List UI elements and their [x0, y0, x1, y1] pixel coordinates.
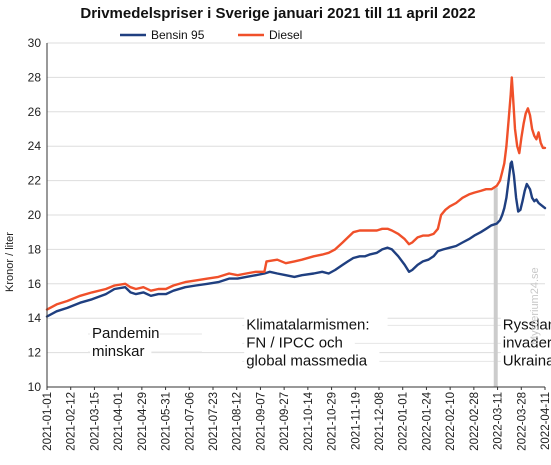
- annotation-text: invaderar: [503, 334, 551, 351]
- y-tick-label: 22: [28, 174, 42, 188]
- x-tick-label: 2022-02-28: [469, 392, 481, 451]
- annotation-text: Pandemin: [92, 325, 160, 342]
- y-tick-label: 14: [28, 311, 42, 325]
- y-tick-label: 24: [28, 139, 42, 153]
- series-line-bensin-95: [45, 160, 547, 318]
- x-tick-label: 2021-05-31: [161, 392, 173, 451]
- x-tick-label: 2022-01-01: [398, 392, 410, 451]
- x-tick-label: 2022-03-11: [493, 392, 505, 450]
- y-tick-label: 10: [28, 380, 42, 394]
- chart-title: Drivmedelspriser i Sverige januari 2021 …: [80, 5, 475, 22]
- annotation-text: FN / IPCC och: [246, 334, 343, 351]
- series-lines: [45, 76, 547, 318]
- x-tick-label: 2021-01-01: [42, 392, 54, 451]
- x-tick-label: 2022-02-10: [445, 392, 457, 451]
- legend: Bensin 95 Diesel: [120, 28, 302, 42]
- legend-label-diesel: Diesel: [269, 28, 302, 42]
- x-tick-label: 2022-01-24: [421, 391, 433, 450]
- annotation-text: minskar: [92, 343, 145, 360]
- x-tick-label: 2021-09-07: [255, 392, 267, 451]
- y-axis-label: Kronor / liter: [4, 232, 16, 292]
- annotation-text: global massmedia: [246, 352, 368, 369]
- invasion-marker-line: [493, 187, 498, 387]
- watermark: Mysterium24.se: [529, 267, 541, 345]
- annotation-text: Ryssland: [503, 316, 551, 333]
- x-tick-label: 2021-04-01: [113, 392, 125, 451]
- annotation-bg: [500, 351, 551, 370]
- y-tick-label: 18: [28, 242, 42, 256]
- annotation-bg: [244, 351, 380, 370]
- y-tick-label: 12: [28, 346, 42, 360]
- x-tick-label: 2021-07-06: [184, 392, 196, 451]
- x-tick-label: 2021-10-14: [303, 391, 315, 450]
- x-tick-label: 2021-04-29: [137, 392, 149, 451]
- series-line-diesel: [45, 76, 547, 311]
- x-tick-label: 2021-08-12: [232, 392, 244, 451]
- annotation-text: Klimatalarmismen:: [246, 316, 369, 333]
- x-tick-label: 2021-11-19: [350, 392, 362, 450]
- gridlines: [47, 42, 545, 354]
- annotation-bg: [89, 341, 152, 360]
- annotation-bg: [500, 333, 551, 352]
- annotation-bg: [244, 315, 388, 334]
- annotation-bg: [89, 323, 160, 342]
- y-tick-label: 26: [28, 105, 42, 119]
- x-tick-label: 2021-10-29: [327, 392, 339, 451]
- x-tick-label: 2022-03-28: [516, 392, 528, 451]
- annotation-bg: [500, 315, 551, 334]
- x-tick-label: 2021-07-23: [208, 392, 220, 451]
- y-tick-label: 30: [28, 36, 42, 50]
- x-tick-label: 2021-02-12: [66, 392, 78, 451]
- y-tick-label: 16: [28, 277, 42, 291]
- x-tick-label: 2021-03-15: [89, 392, 101, 451]
- y-tick-label: 28: [28, 70, 42, 84]
- x-tick-label: 2022-04-11: [540, 392, 551, 450]
- annotation-bg: [244, 333, 355, 352]
- legend-label-bensin: Bensin 95: [151, 28, 205, 42]
- x-tick-label: 2021-09-27: [279, 392, 291, 451]
- x-axis: 2021-01-01 2021-02-12 2021-03-15 2021-04-01…: [42, 387, 551, 451]
- y-axis: 10 12 14 16 18 20 22 24 26 28 30: [28, 36, 42, 394]
- x-tick-label: 2021-12-08: [374, 392, 386, 451]
- y-tick-label: 20: [28, 208, 42, 222]
- annotation-text: Ukraina: [503, 352, 551, 369]
